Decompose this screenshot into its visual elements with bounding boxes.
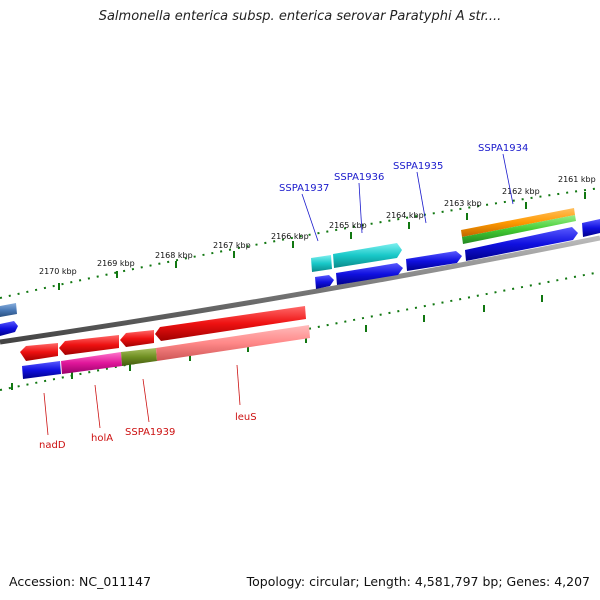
tick-label-2166: 2166 kbp [271,232,309,241]
tick-label-2165: 2165 kbp [329,221,367,230]
tick-label-2167: 2167 kbp [213,241,251,250]
tick-label-2169: 2169 kbp [97,259,135,268]
gene-label-sspa1936: SSPA1936 [334,172,384,183]
gene-label-hola: holA [91,433,113,444]
genome-backbone [0,235,600,345]
bottom-leader-lines [43,364,241,436]
accession-text: Accession: NC_011147 [9,574,152,589]
gene-arrow-leus [155,306,306,341]
gene-arrow-steel-left [0,303,17,317]
gene-arrow-nadd [20,343,58,361]
gene-label-nadd: nadD [39,440,66,451]
tick-label-2161: 2161 kbp [558,175,596,184]
map-title: Salmonella enterica subsp. enterica sero… [98,9,502,24]
tick-label-2168: 2168 kbp [155,251,193,260]
gene-arrow-blue-1 [315,275,334,289]
genome-summary-text: Topology: circular; Length: 4,581,797 bp… [246,574,590,589]
gene-label-sspa1939: SSPA1939 [125,427,175,438]
tick-label-2162: 2162 kbp [502,187,540,196]
gene-band-magenta [61,352,122,374]
tick-label-2163: 2163 kbp [444,199,482,208]
gene-label-sspa1935: SSPA1935 [393,161,443,172]
gene-arrow-hola [59,335,119,355]
gene-arrow-sspa1934-orange [461,208,575,237]
major-ticks-inner [11,295,543,390]
gene-arrow-sspa1936 [333,243,402,268]
gene-arrow-blue-3 [465,227,578,261]
major-ticks-outer [58,192,586,290]
gene-label-sspa1937: SSPA1937 [279,183,329,194]
gene-arrow-sspa1937 [311,255,332,272]
outer-tick-ring [0,187,600,299]
gene-label-sspa1934: SSPA1934 [478,143,528,154]
top-leader-lines [301,153,514,242]
tick-label-2170: 2170 kbp [39,267,77,276]
gene-band-blue [22,361,61,379]
gene-arrow-blue-2 [336,263,403,285]
gene-band-olive [121,348,157,366]
gene-arrow-blue-left [0,321,18,336]
gene-arrow-sspa1935 [406,251,462,271]
gene-label-leus: leuS [235,412,257,423]
gene-arrow-sspa1939 [120,330,154,347]
gene-arrow-blue-right [582,219,600,237]
tick-label-2164: 2164 kbp [386,211,424,220]
gene-band-pink [156,325,310,361]
gene-arrow-sspa1934-green [462,215,576,244]
